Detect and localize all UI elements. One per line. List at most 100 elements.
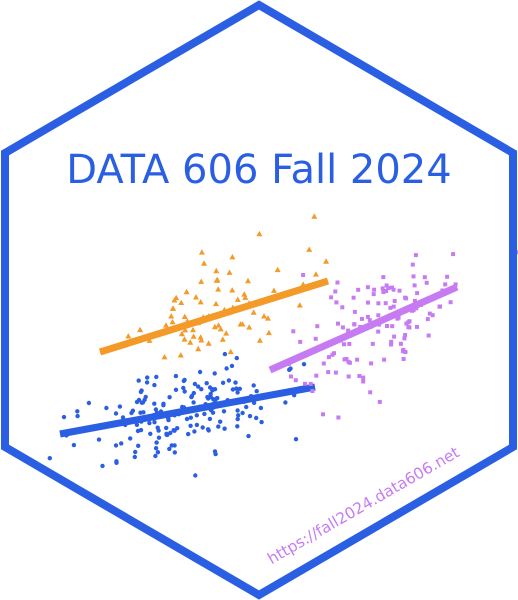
blue-point xyxy=(130,408,136,413)
purple-point xyxy=(380,286,385,291)
blue-point xyxy=(138,389,144,395)
blue-point xyxy=(293,437,299,442)
purple-point xyxy=(355,357,360,362)
orange-point xyxy=(168,313,175,319)
orange-point xyxy=(250,309,257,315)
purple-point xyxy=(360,316,364,321)
orange-point xyxy=(195,345,202,352)
blue-point xyxy=(134,399,140,405)
purple-point xyxy=(371,292,376,297)
orange-trend-line xyxy=(98,277,330,356)
blue-point xyxy=(247,413,253,419)
blue-point xyxy=(71,442,77,448)
purple-point xyxy=(390,324,395,329)
orange-point xyxy=(193,294,199,300)
purple-point xyxy=(425,317,430,322)
blue-point xyxy=(148,431,153,436)
orange-point xyxy=(178,299,185,305)
purple-point xyxy=(335,280,340,285)
blue-point xyxy=(119,441,124,446)
blue-point xyxy=(234,355,239,361)
purple-point xyxy=(329,295,334,300)
purple-trend-line xyxy=(268,283,459,374)
purple-point xyxy=(377,399,382,404)
orange-point xyxy=(296,302,303,308)
blue-point xyxy=(96,437,102,442)
blue-point xyxy=(128,436,133,441)
orange-point xyxy=(137,326,144,333)
blue-point xyxy=(153,446,159,451)
blue-point xyxy=(61,414,67,420)
purple-point xyxy=(412,298,417,303)
blue-point xyxy=(207,385,213,390)
blue-point xyxy=(186,431,191,437)
orange-point xyxy=(242,294,249,300)
blue-point xyxy=(230,387,236,392)
purple-point xyxy=(376,329,381,334)
blue-point xyxy=(86,400,92,406)
blue-point xyxy=(197,369,203,375)
purple-point xyxy=(397,288,402,293)
purple-point xyxy=(346,328,351,333)
blue-point xyxy=(147,420,152,426)
blue-point xyxy=(141,410,146,415)
blue-point xyxy=(153,453,158,459)
blue-point xyxy=(240,410,245,416)
blue-point xyxy=(235,416,240,422)
purple-point xyxy=(346,359,351,364)
blue-point xyxy=(288,366,293,371)
purple-point xyxy=(291,329,296,334)
orange-point xyxy=(311,213,318,219)
purple-point xyxy=(389,342,394,347)
purple-point xyxy=(388,305,393,310)
blue-point xyxy=(226,378,232,383)
orange-point xyxy=(181,313,188,319)
purple-point xyxy=(384,283,389,288)
blue-point xyxy=(152,382,157,388)
orange-point xyxy=(217,326,224,332)
blue-point xyxy=(192,381,198,387)
purple-point xyxy=(451,252,456,257)
purple-point xyxy=(372,287,377,292)
purple-point xyxy=(289,374,293,379)
blue-point xyxy=(196,384,201,389)
blue-point xyxy=(222,351,228,357)
orange-point xyxy=(226,269,233,275)
orange-point xyxy=(223,330,230,336)
purple-point xyxy=(407,319,412,324)
blue-point xyxy=(144,380,150,385)
blue-point xyxy=(301,362,307,367)
orange-point xyxy=(197,299,204,305)
blue-point xyxy=(222,426,227,431)
blue-point xyxy=(167,446,172,452)
purple-point xyxy=(366,300,370,305)
blue-point xyxy=(184,416,190,422)
orange-point xyxy=(201,260,208,266)
blue-point xyxy=(259,419,264,425)
purple-point xyxy=(390,285,394,290)
purple-point xyxy=(326,355,331,360)
blue-point xyxy=(75,409,80,414)
orange-point xyxy=(169,318,176,325)
purple-point xyxy=(385,324,389,328)
purple-point xyxy=(411,274,416,279)
orange-point xyxy=(177,352,184,358)
orange-point xyxy=(163,322,169,328)
blue-point xyxy=(154,374,159,380)
blue-trend-line xyxy=(59,383,316,438)
purple-point xyxy=(381,290,386,294)
blue-point xyxy=(224,366,229,371)
blue-point xyxy=(182,389,187,394)
blue-point xyxy=(172,450,177,455)
blue-point xyxy=(181,385,186,391)
blue-point xyxy=(194,413,199,418)
blue-point xyxy=(114,459,119,464)
purple-point xyxy=(369,361,374,366)
orange-point xyxy=(264,315,271,321)
orange-point xyxy=(215,322,222,328)
blue-point xyxy=(167,395,172,400)
blue-point xyxy=(152,401,157,406)
orange-point xyxy=(178,330,185,337)
blue-point xyxy=(100,463,105,469)
blue-point xyxy=(173,373,179,379)
